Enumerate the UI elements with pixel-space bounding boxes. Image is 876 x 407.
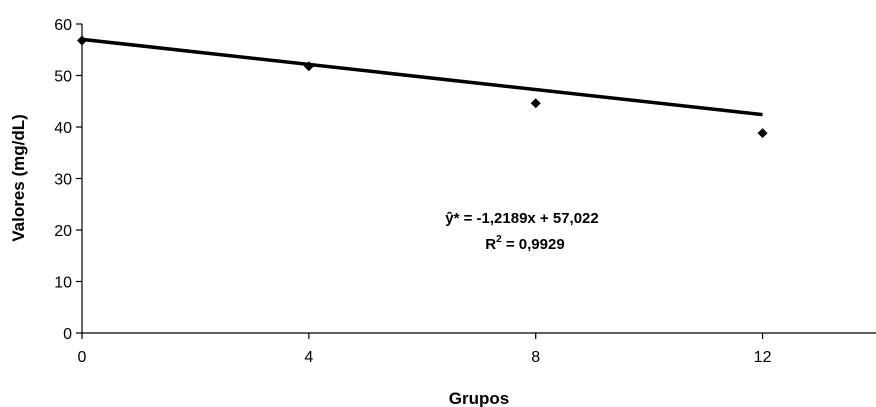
x-tick-label: 4 (304, 349, 313, 366)
y-tick-label: 0 (63, 326, 72, 343)
y-tick-label: 60 (54, 17, 72, 34)
trendline (81, 37, 763, 117)
data-point-marker (530, 98, 541, 109)
trendline-group (81, 37, 763, 117)
y-tick-label: 40 (54, 120, 72, 137)
x-tick-label: 0 (78, 349, 87, 366)
data-point-marker (77, 35, 87, 46)
x-tick-label: 12 (754, 349, 772, 366)
y-tick-label: 50 (54, 69, 72, 86)
y-axis-title: Valores (mg/dL) (9, 114, 28, 242)
equation-label: ŷ* = -1,2189x + 57,022 (445, 210, 598, 227)
y-tick-label: 30 (54, 172, 72, 189)
y-ticks: 0 10 20 30 40 50 60 (54, 17, 82, 343)
x-axis-title: Grupos (449, 389, 509, 407)
y-tick-label: 20 (54, 223, 72, 240)
x-ticks: 0 4 8 12 (78, 333, 772, 366)
x-tick-label: 8 (531, 349, 540, 366)
r-squared-label: R2 = 0,9929 (485, 234, 564, 253)
data-point-marker (757, 128, 768, 139)
data-points (77, 35, 768, 139)
data-point-marker (303, 61, 314, 72)
y-tick-label: 10 (54, 275, 72, 292)
